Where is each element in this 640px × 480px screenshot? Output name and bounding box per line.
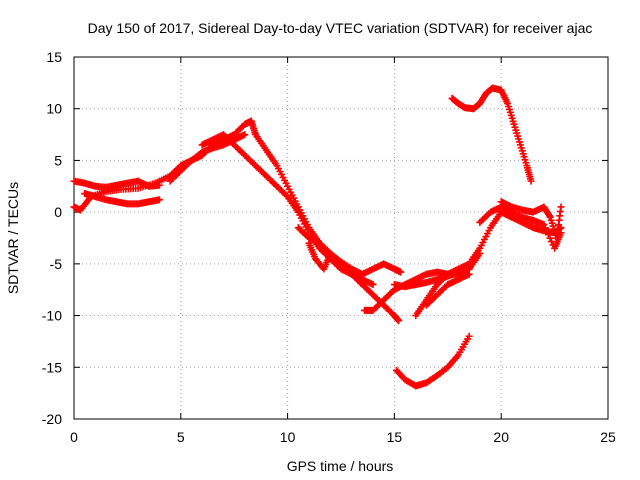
y-tick-label: 10 bbox=[46, 101, 62, 117]
data-point bbox=[527, 177, 535, 185]
series-arc-14 bbox=[497, 198, 565, 242]
data-point bbox=[546, 234, 554, 242]
series-arc-16 bbox=[448, 84, 535, 185]
y-tick-label: -5 bbox=[50, 256, 63, 272]
data-point bbox=[369, 281, 377, 289]
series-arc-11 bbox=[412, 208, 565, 320]
data-point bbox=[241, 131, 249, 139]
y-tick-label: 15 bbox=[46, 49, 62, 65]
series-arc-15 bbox=[393, 332, 473, 390]
series-arc-12 bbox=[422, 270, 473, 309]
data-point bbox=[543, 227, 551, 235]
y-tick-label: 5 bbox=[54, 152, 62, 168]
data-point bbox=[397, 268, 405, 276]
series-arc-1 bbox=[70, 177, 163, 191]
y-axis-label: SDTVAR / TECUs bbox=[5, 182, 21, 294]
data-point bbox=[155, 196, 163, 204]
series-arc-7 bbox=[294, 224, 405, 278]
x-tick-label: 10 bbox=[280, 429, 296, 445]
data-point bbox=[282, 191, 290, 199]
x-tick-label: 5 bbox=[177, 429, 185, 445]
data-point bbox=[540, 221, 548, 229]
plot-border bbox=[73, 56, 609, 420]
data-point bbox=[544, 231, 552, 239]
tick-labels: 0 5 10 15 20 25 -20 -15 -10 -5 0 5 10 15 bbox=[42, 49, 616, 445]
x-tick-label: 0 bbox=[70, 429, 78, 445]
data-point bbox=[545, 212, 553, 220]
grid bbox=[74, 57, 608, 419]
data-marks bbox=[70, 84, 565, 390]
data-point bbox=[465, 270, 473, 278]
data-point bbox=[395, 317, 403, 325]
x-tick-label: 20 bbox=[493, 429, 509, 445]
y-tick-label: -15 bbox=[42, 359, 62, 375]
axes bbox=[73, 56, 609, 420]
data-point bbox=[465, 332, 473, 340]
y-tick-label: 0 bbox=[54, 204, 62, 220]
series-arc-8 bbox=[305, 239, 334, 273]
chart-title: Day 150 of 2017, Sidereal Day-to-day VTE… bbox=[88, 20, 593, 36]
x-axis-label: GPS time / hours bbox=[287, 458, 394, 474]
data-point bbox=[541, 224, 549, 232]
data-point bbox=[326, 250, 334, 258]
data-point bbox=[557, 203, 565, 211]
x-tick-label: 25 bbox=[600, 429, 616, 445]
y-tick-label: -20 bbox=[42, 411, 62, 427]
series-arc-3 bbox=[81, 190, 163, 208]
x-tick-label: 15 bbox=[387, 429, 403, 445]
y-tick-label: -10 bbox=[42, 308, 62, 324]
